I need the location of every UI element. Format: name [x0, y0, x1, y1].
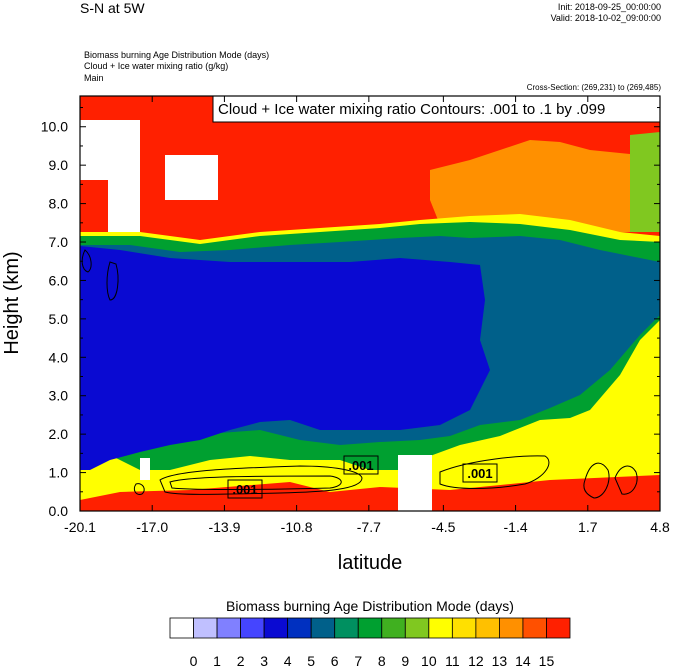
colorbar-swatch-y11 — [428, 617, 453, 639]
x-tick-label: 4.8 — [650, 519, 670, 535]
domain-label: Main — [84, 73, 104, 83]
colorbar-swatch-g7 — [334, 617, 359, 639]
cloud-contour-lines: .001 .001 .001 — [81, 249, 638, 499]
init-time: Init: 2018-09-25_00:00:00 — [557, 2, 661, 12]
colorbar-label: 1 — [213, 653, 221, 668]
x-tick-label: 1.7 — [578, 519, 598, 535]
colorbar: 0 1 2 3 4 5 6 7 8 9 10 11 12 13 14 15 — [169, 617, 571, 668]
contour-label-box — [343, 455, 379, 475]
contour-label: .001 — [467, 466, 492, 481]
colorbar-swatch-white — [169, 617, 194, 639]
field-region-white — [140, 458, 150, 480]
colorbar-swatch-r15 — [522, 617, 547, 639]
contour-label-box — [227, 479, 263, 499]
field-region-white — [80, 120, 140, 232]
x-axis-title: latitude — [338, 552, 403, 574]
colorbar-label: 8 — [378, 653, 386, 668]
y-tick-label: 4.0 — [49, 349, 69, 365]
x-tick-label: -17.0 — [136, 519, 168, 535]
contour-label: .001 — [232, 482, 257, 497]
field-region-g10 — [630, 132, 660, 232]
y-tick-label: 10.0 — [41, 119, 68, 135]
colorbar-label: 5 — [307, 653, 315, 668]
field-region-white — [165, 155, 218, 200]
y-tick-label: 0.0 — [49, 503, 69, 519]
colorbar-swatch-b4 — [263, 617, 289, 639]
y-axis-title: Height (km) — [1, 251, 23, 354]
y-tick-label: 5.0 — [49, 311, 69, 327]
colorbar-label: 9 — [401, 653, 409, 668]
cloud-contour-line — [81, 249, 92, 273]
cloud-contour-line — [159, 465, 363, 495]
colorbar-label: 12 — [468, 653, 484, 668]
field-description-contour: Cloud + Ice water mixing ratio (g/kg) — [84, 61, 229, 71]
colorbar-label: 2 — [237, 653, 245, 668]
plot-frame — [79, 95, 661, 512]
x-tick-label: -7.7 — [357, 519, 381, 535]
colorbar-label: 15 — [539, 653, 555, 668]
colorbar-swatch-g9 — [381, 617, 406, 639]
filled-contour-field — [80, 96, 660, 511]
field-region-o14 — [430, 140, 640, 232]
field-region-b4 — [80, 246, 490, 470]
colorbar-swatch-g8 — [357, 617, 383, 639]
y-tick-label: 6.0 — [49, 272, 69, 288]
cloud-contour-line — [169, 475, 342, 490]
x-tick-label: -4.5 — [431, 519, 455, 535]
colorbar-swatch-o13 — [475, 617, 500, 639]
colorbar-swatch-g10 — [404, 617, 430, 639]
contour-label: .001 — [348, 458, 373, 473]
valid-time: Valid: 2018-10-02_09:00:00 — [550, 13, 661, 23]
y-tick-label: 8.0 — [49, 196, 69, 212]
colorbar-label: 4 — [284, 653, 292, 668]
x-tick-label: -13.9 — [208, 519, 240, 535]
axis-ticks: -20.1 -17.0 -13.9 -10.8 -7.7 -4.5 -1.4 1.7 4.8 0.… — [41, 96, 670, 535]
cloud-contour-line — [614, 465, 638, 495]
colorbar-swatch-o14 — [499, 617, 524, 639]
cloud-contour-line — [133, 483, 145, 495]
contour-legend-text: Cloud + Ice water mixing ratio Contours:… — [218, 101, 605, 118]
colorbar-label: 14 — [515, 653, 531, 668]
colorbar-label: 0 — [190, 653, 198, 668]
colorbar-swatch-y12 — [451, 617, 477, 639]
x-tick-label: -10.8 — [281, 519, 313, 535]
cloud-contour-line — [583, 462, 610, 499]
colorbar-swatch-lav1 — [193, 617, 218, 639]
colorbar-swatch-b3 — [240, 617, 265, 639]
colorbar-label: 11 — [445, 653, 460, 668]
colorbar-title: Biomass burning Age Distribution Mode (d… — [226, 598, 514, 614]
field-description-shaded: Biomass burning Age Distribution Mode (d… — [84, 50, 270, 60]
y-tick-label: 9.0 — [49, 157, 69, 173]
colorbar-label: 6 — [331, 653, 339, 668]
y-tick-label: 7.0 — [49, 234, 69, 250]
cross-section-label: Cross-Section: (269,231) to (269,485) — [526, 83, 661, 92]
x-tick-label: -20.1 — [64, 519, 96, 535]
colorbar-label: 3 — [260, 653, 268, 668]
y-tick-label: 1.0 — [49, 465, 69, 481]
cloud-contour-line — [106, 261, 119, 301]
contour-label-box — [462, 463, 498, 483]
y-tick-label: 2.0 — [49, 426, 69, 442]
colorbar-swatch-red — [546, 617, 571, 639]
plot-title: S-N at 5W — [80, 0, 145, 16]
colorbar-label: 13 — [492, 653, 508, 668]
colorbar-label: 10 — [421, 653, 437, 668]
colorbar-label: 7 — [354, 653, 362, 668]
cloud-contour-line — [439, 455, 550, 489]
y-tick-label: 3.0 — [49, 388, 69, 404]
x-tick-label: -1.4 — [504, 519, 528, 535]
field-region-white — [398, 455, 432, 511]
colorbar-swatch-lav2 — [216, 617, 241, 639]
colorbar-swatch-teal6 — [310, 617, 336, 639]
colorbar-swatch-b5 — [287, 617, 312, 639]
